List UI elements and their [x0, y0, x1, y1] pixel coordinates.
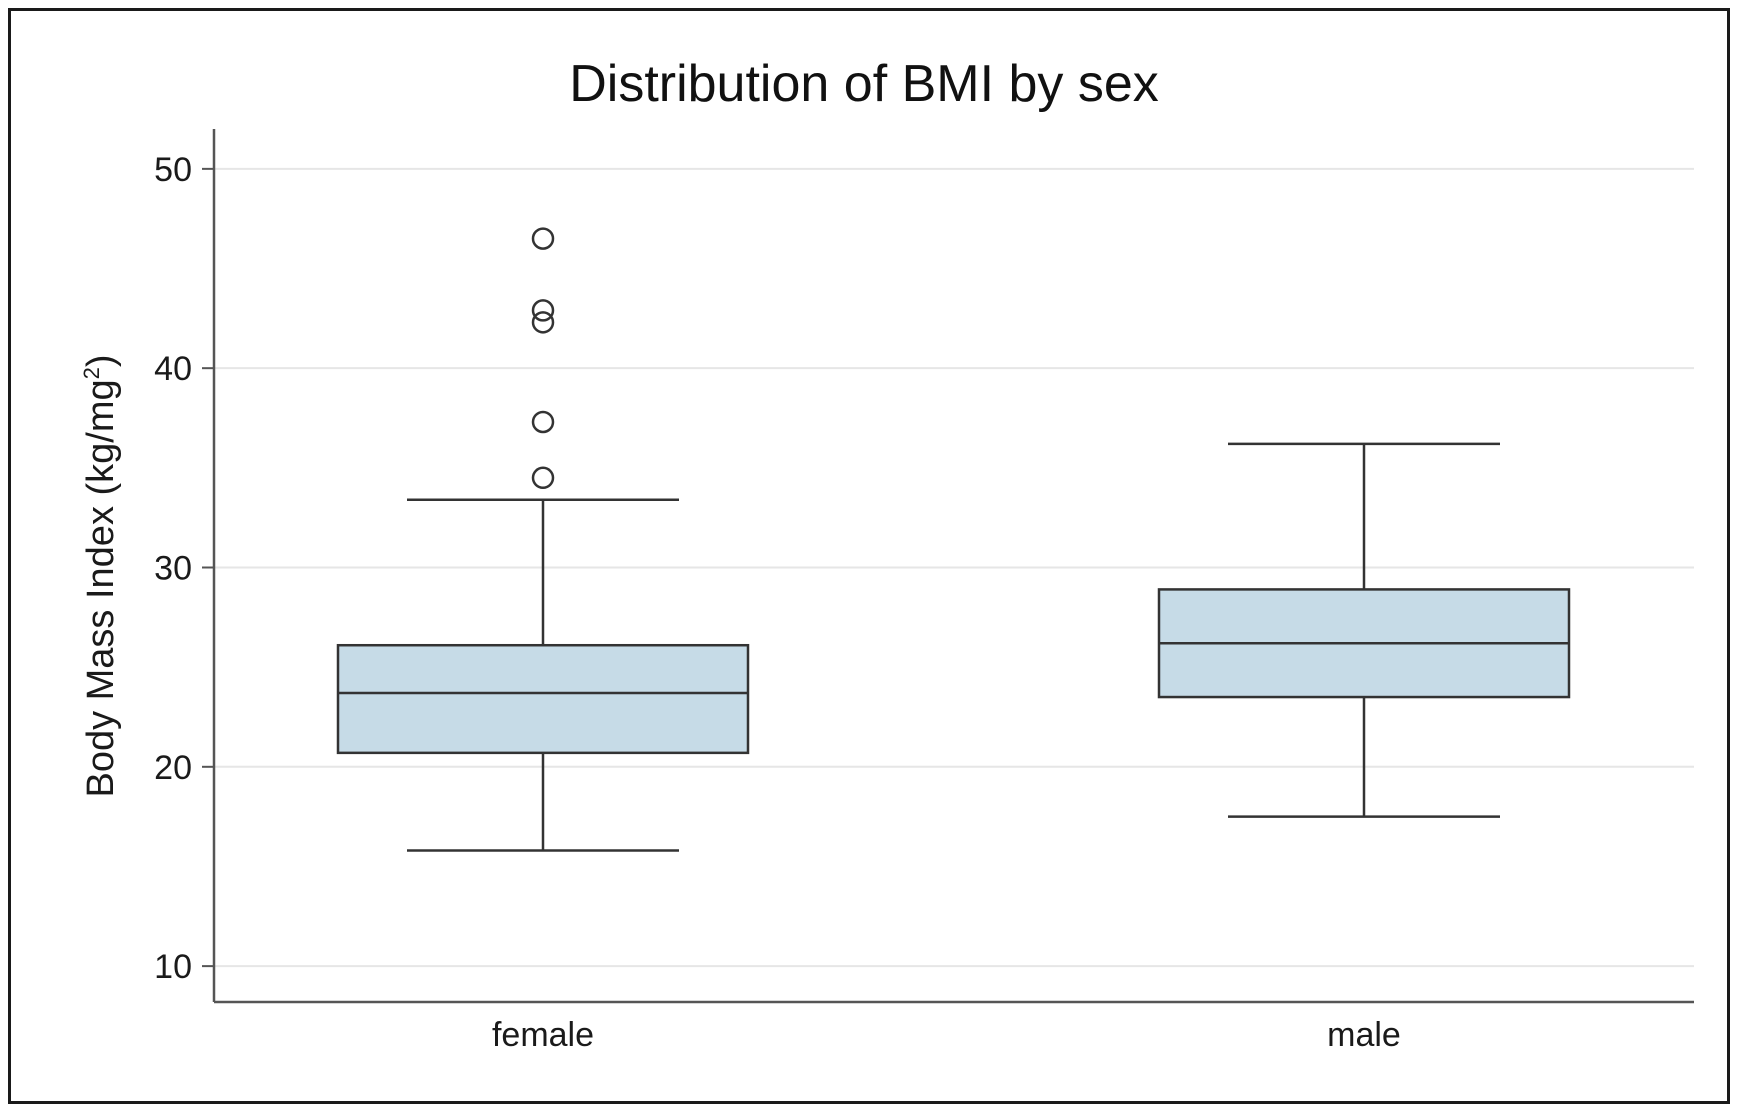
y-axis-label-base: Body Mass Index (kg/mg — [80, 379, 122, 797]
chart-title: Distribution of BMI by sex — [569, 55, 1159, 113]
boxes — [336, 227, 1571, 852]
x-category-label-male: male — [1327, 1016, 1401, 1054]
outlier-point — [531, 466, 555, 490]
chart-frame: Distribution of BMI by sex 10 20 30 40 50 fe… — [8, 8, 1730, 1104]
y-axis-label-superscript: 2 — [79, 367, 104, 379]
box-female — [336, 227, 750, 852]
iqr-box-female — [336, 643, 750, 755]
x-category-label-female: female — [492, 1016, 594, 1054]
outlier-point — [531, 299, 555, 322]
axes — [212, 129, 1694, 1004]
outlier-point — [531, 410, 555, 434]
outlier-point — [531, 311, 555, 334]
outlier-point — [531, 227, 555, 250]
y-axis-label-closing: ) — [80, 354, 122, 367]
x-axis-categories: female male — [492, 1016, 1401, 1054]
box-male — [1157, 442, 1571, 818]
y-tick-label-30: 30 — [154, 549, 192, 587]
y-axis-ticks: 10 20 30 40 50 — [154, 151, 214, 986]
y-tick-label-20: 20 — [154, 749, 192, 787]
y-tick-label-10: 10 — [154, 948, 192, 986]
y-axis-label: Body Mass Index (kg/mg2) — [79, 354, 122, 797]
y-tick-label-40: 40 — [154, 350, 192, 388]
y-tick-label-50: 50 — [154, 151, 192, 189]
bmi-boxplot-chart: Distribution of BMI by sex 10 20 30 40 50 fe… — [79, 55, 1694, 1054]
gridlines — [214, 167, 1694, 968]
